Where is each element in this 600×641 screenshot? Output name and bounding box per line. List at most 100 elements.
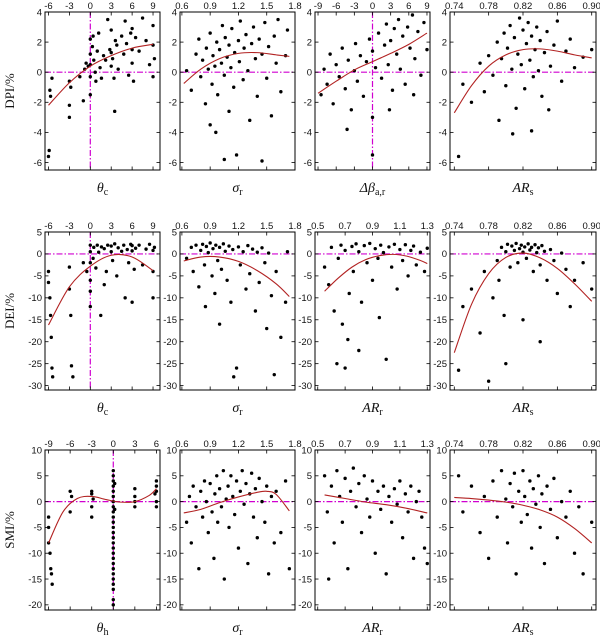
data-point [90,44,95,49]
data-point [491,296,495,300]
data-point [217,322,222,326]
data-point [189,541,194,545]
data-point [241,78,245,82]
data-point [92,245,96,250]
data-point [367,37,372,41]
data-point [469,100,474,104]
data-point [116,246,120,250]
fit-curve [453,48,592,114]
data-point [535,25,539,29]
data-point [111,582,115,586]
x-tick-label: -3 [65,1,73,12]
data-point [377,315,382,320]
y-tick-label: -2 [304,98,312,109]
y-tick-label: 5 [37,227,42,238]
data-point [272,34,276,38]
data-point [90,489,94,493]
data-point [572,65,577,70]
data-point [351,269,356,274]
data-point [154,499,159,504]
data-point [231,247,235,252]
data-point [90,515,94,519]
data-point [125,247,129,252]
data-point [265,326,269,331]
data-point [111,597,115,602]
x-axis-label-sub: r [239,407,243,418]
data-point [71,375,75,379]
data-point [346,58,350,62]
data-point [482,494,487,499]
data-point [85,269,89,274]
data-point [111,561,115,566]
x-tick-label: 0.74 [445,439,464,450]
data-point [110,258,115,263]
data-point [241,250,245,254]
data-point [248,271,252,276]
panel-r1c3: -9 -6 -3 0 3 6 9 -6 -4 -2 0 2 4 Δβa,r [304,1,431,198]
data-point [529,129,534,133]
data-point [266,44,271,49]
data-point [521,318,525,322]
data-point [50,375,55,379]
y-tick-label: 0 [307,249,312,260]
data-point [230,26,234,31]
panel-r3c1: -9 -6 -3 0 3 6 -20 -15 -10 -5 0 5 10 θh SMI/% [2,439,161,638]
data-point [568,37,572,41]
data-point [122,52,126,56]
y-tick-label: 10 [166,445,177,456]
points-r2c3 [322,241,429,370]
data-point [199,489,203,493]
x-axis-label-main: AR [511,621,530,636]
fit-curve [317,32,428,94]
data-point [90,492,94,496]
axes-frame [179,449,296,611]
data-point [519,62,523,67]
data-point [202,263,207,267]
data-point [257,476,261,481]
data-point [357,250,361,254]
data-point [217,245,222,250]
x-tick-label: 1.2 [232,439,245,450]
x-axis-label-main: Δβ [359,181,375,196]
data-point [387,108,392,112]
x-axis-label: ARs [511,181,533,198]
y-tick-label: 4 [172,7,177,18]
data-point [265,76,269,80]
x-tick-label: -6 [44,221,52,232]
data-point [521,468,525,473]
data-point [255,536,259,540]
points-r3c1 [46,468,159,607]
y-tick-label: -6 [34,158,42,169]
fit-curve [183,490,290,514]
data-point [152,56,157,61]
y-tick-label: -2 [169,98,177,109]
data-point [88,37,93,41]
data-point [113,481,117,486]
x-axis-label-sub: c [104,407,109,418]
data-point [151,75,155,79]
data-point [216,520,220,524]
data-point [542,50,547,55]
data-point [340,46,344,50]
x-tick-label: 1.5 [260,221,273,232]
data-point [373,551,377,555]
x-tick-label: 0.82 [514,221,533,232]
y-tick-label: 4 [442,7,447,18]
data-point [144,247,148,251]
y-tick-label: -5 [304,271,312,282]
data-point [285,28,290,32]
y-tick-label: 5 [172,471,177,482]
data-point [242,46,246,50]
data-point [222,577,227,581]
x-tick-label: 1.8 [288,221,301,232]
data-point [48,88,52,92]
x-tick-label: 0.9 [204,1,217,12]
data-point [381,250,386,255]
data-point [361,94,366,98]
data-point [94,266,98,270]
x-axis-label-sub: r [379,407,383,418]
data-point [269,293,274,298]
x-tick-label: 3 [388,1,393,12]
data-point [364,59,369,64]
y-tick-label: -30 [28,381,42,392]
